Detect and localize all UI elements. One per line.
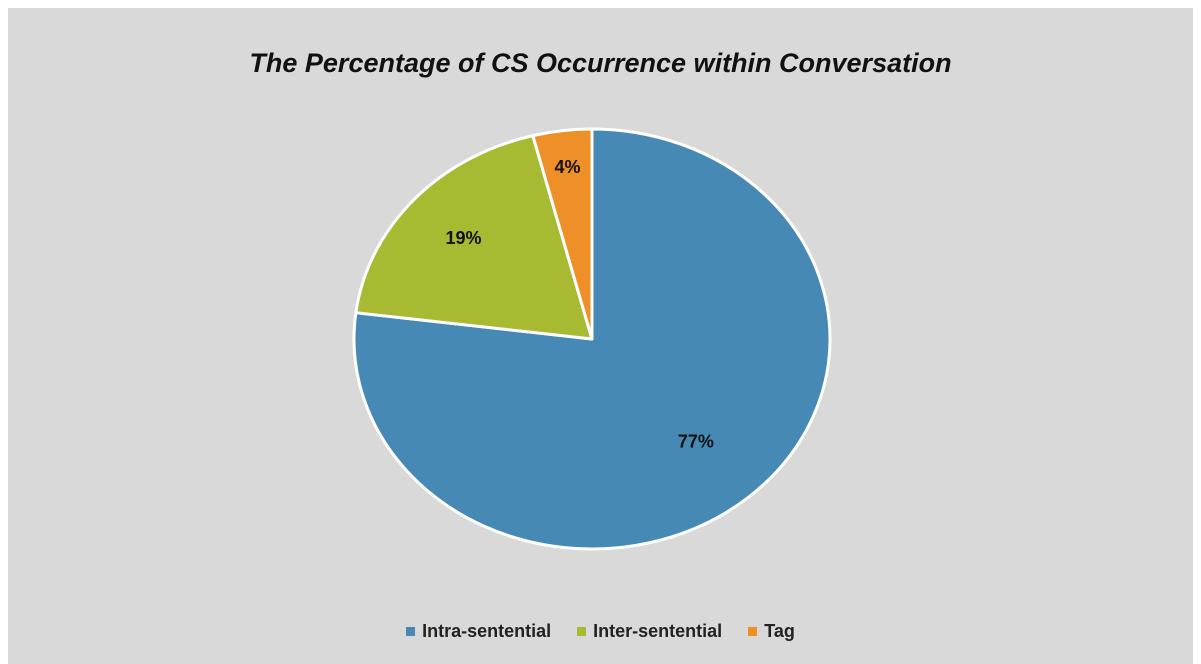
legend-item-intra-sentential: Intra-sentential bbox=[406, 621, 551, 642]
data-label-intra-sentential: 77% bbox=[678, 432, 714, 452]
legend-item-tag: Tag bbox=[748, 621, 795, 642]
legend-label-intra-sentential: Intra-sentential bbox=[422, 621, 552, 641]
data-label-inter-sentential: 19% bbox=[445, 228, 481, 248]
data-label-tag: 4% bbox=[555, 157, 581, 177]
pie-slice-inter-sentential bbox=[354, 134, 594, 341]
pie-slice-tag bbox=[531, 127, 594, 341]
legend-swatch-inter-sentential bbox=[577, 627, 587, 636]
legend-swatch-tag bbox=[748, 627, 758, 636]
chart-title: The Percentage of CS Occurrence within C… bbox=[249, 48, 952, 78]
legend-label-tag: Tag bbox=[764, 621, 795, 641]
chart-area: The Percentage of CS Occurrence within C… bbox=[8, 8, 1193, 664]
legend-swatch-intra-sentential bbox=[406, 627, 416, 636]
legend-label-inter-sentential: Inter-sentential bbox=[593, 621, 723, 641]
legend-item-inter-sentential: Inter-sentential bbox=[577, 621, 722, 642]
pie-chart: 77% 19% 4% bbox=[352, 127, 832, 551]
legend: Intra-sentential Inter-sentential Tag bbox=[8, 621, 1193, 642]
